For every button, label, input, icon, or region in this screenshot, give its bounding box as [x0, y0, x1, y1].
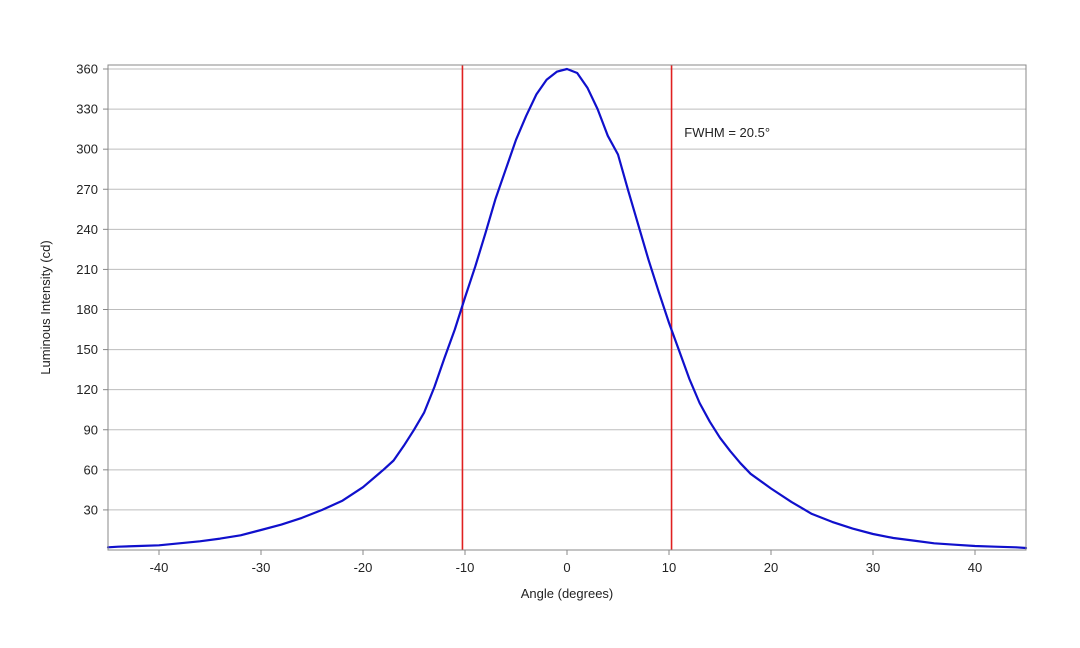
x-tick-label: 20	[764, 560, 778, 575]
y-tick-label: 180	[76, 302, 98, 317]
x-tick-label: -40	[150, 560, 169, 575]
x-tick-label: 0	[563, 560, 570, 575]
y-tick-label: 210	[76, 262, 98, 277]
x-tick-label: 30	[866, 560, 880, 575]
plot-frame	[107, 64, 1027, 551]
x-tick-label: -30	[252, 560, 271, 575]
y-tick-label: 120	[76, 382, 98, 397]
y-axis-label: Luminous Intensity (cd)	[38, 240, 53, 374]
horizontal-gridlines	[108, 68, 1026, 511]
y-tick-label: 90	[84, 422, 98, 437]
y-tick-label: 150	[76, 342, 98, 357]
x-tick-label: -10	[456, 560, 475, 575]
annotations: FWHM = 20.5°	[684, 125, 770, 140]
intensity-curve	[106, 67, 1028, 550]
y-tick-label: 30	[84, 502, 98, 517]
fwhm-lines	[461, 65, 673, 550]
y-tick-label: 300	[76, 142, 98, 157]
y-tick-label: 270	[76, 182, 98, 197]
x-axis-ticks: -40 -30 -20 -10 0 10 20 30 40	[150, 550, 982, 575]
x-tick-label: -20	[354, 560, 373, 575]
y-tick-label: 330	[76, 102, 98, 117]
y-tick-label: 60	[84, 462, 98, 477]
x-tick-label: 40	[968, 560, 982, 575]
y-tick-label: 360	[76, 62, 98, 77]
data-series	[106, 67, 1028, 550]
y-tick-label: 240	[76, 222, 98, 237]
x-axis-label: Angle (degrees)	[521, 586, 614, 601]
y-axis-ticks: 30 60 90 120 150 180 210 240 270 300 330 360	[76, 62, 108, 517]
fwhm-annotation: FWHM = 20.5°	[684, 125, 770, 140]
x-tick-label: 10	[662, 560, 676, 575]
